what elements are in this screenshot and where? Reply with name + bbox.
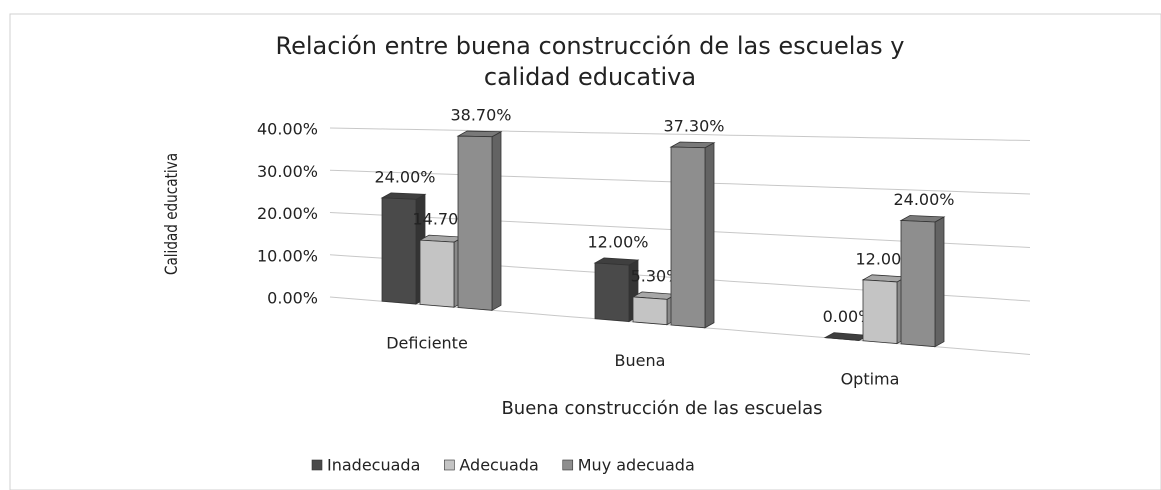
bar [594,262,630,322]
data-label: 38.70% [450,106,511,125]
data-label: 24.00% [893,190,954,209]
bar [862,279,898,344]
y-tick-label: 30.00% [257,162,318,181]
bar [670,146,706,329]
y-tick-label: 20.00% [257,204,318,223]
data-label: 12.00% [587,232,648,251]
x-tick-label: Optima [841,370,900,389]
chart-title: Relación entre buena construcción de las… [276,32,905,60]
x-tick-label: Buena [615,351,666,370]
grid-line [329,127,1031,141]
bar-side [704,142,715,329]
x-axis-title: Buena construcción de las escuelas [501,398,822,419]
data-label: 24.00% [374,167,435,186]
bar [381,197,417,305]
bar [900,220,936,348]
legend-label: Muy adecuada [578,456,695,475]
bar [632,296,668,326]
data-label: 0.00% [823,307,874,326]
bar-side [491,131,502,311]
y-tick-label: 10.00% [257,246,318,265]
legend-label: Adecuada [459,456,538,475]
y-tick-label: 0.00% [267,289,318,308]
legend-label: Inadecuada [327,456,420,475]
legend-marker [444,459,455,471]
y-axis-title: Calidad educativa [162,153,182,275]
data-label: 5.30% [631,266,682,285]
chart-frame [9,13,1161,490]
bar [824,337,860,341]
bar [457,135,493,311]
chart-title: calidad educativa [484,63,696,91]
data-label: 37.30% [663,116,724,135]
bar [419,239,455,308]
x-tick-label: Deficiente [386,333,468,352]
y-tick-label: 40.00% [257,120,318,139]
legend-marker [562,459,574,471]
legend-marker [311,459,323,471]
bar-side [934,216,945,348]
